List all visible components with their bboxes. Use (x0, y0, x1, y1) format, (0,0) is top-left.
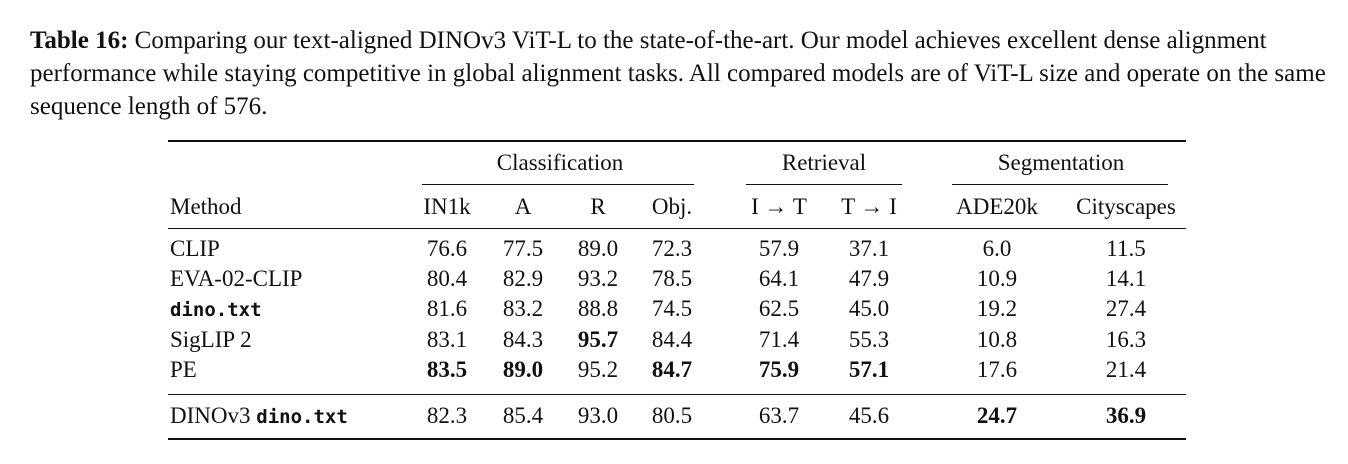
table-cell: 19.2 (976, 296, 1018, 321)
table-cell: 84.4 (651, 327, 693, 352)
table-cell: 37.1 (848, 236, 890, 261)
table-cell: 83.2 (502, 296, 544, 321)
bottom-rule (168, 438, 1186, 440)
table-cell: 24.7 (976, 403, 1018, 428)
table-cell: 80.4 (426, 266, 468, 291)
method-code: dino.txt (256, 406, 348, 428)
caption-text: Comparing our text-aligned DINOv3 ViT-L … (30, 27, 1326, 120)
table-cell: 93.0 (577, 403, 619, 428)
table-cell: 78.5 (651, 266, 693, 291)
method-name: CLIP (170, 236, 220, 261)
caption-label: Table 16: (30, 27, 129, 54)
table-cell: 75.9 (758, 357, 800, 382)
table-cell: 6.0 (982, 236, 1012, 261)
method-name: DINOv3 dino.txt (170, 402, 348, 431)
table-cell: 27.4 (1105, 296, 1147, 321)
table-cell: 55.3 (848, 327, 890, 352)
top-rule (168, 140, 1186, 142)
column-header: A (514, 194, 532, 219)
table-cell: 84.3 (502, 327, 544, 352)
group-retrieval: Retrieval (781, 150, 867, 175)
table-cell: 85.4 (502, 403, 544, 428)
table-cell: 36.9 (1105, 403, 1147, 428)
column-header: T → I (841, 194, 897, 219)
method-code: dino.txt (170, 299, 262, 321)
table-cell: 63.7 (758, 403, 800, 428)
table-cell: 88.8 (577, 296, 619, 321)
table-cell: 82.9 (502, 266, 544, 291)
column-header: Obj. (651, 194, 693, 219)
table-cell: 95.2 (577, 357, 619, 382)
column-header: R (590, 194, 606, 219)
column-header: IN1k (423, 194, 471, 219)
table-cell: 84.7 (651, 357, 693, 382)
table-cell: 83.5 (426, 357, 468, 382)
table-cell: 95.7 (577, 327, 619, 352)
table-cell: 81.6 (426, 296, 468, 321)
table-cell: 77.5 (502, 236, 544, 261)
method-name: dino.txt (170, 295, 262, 324)
table-cell: 10.8 (976, 327, 1018, 352)
column-header: I → T (751, 194, 807, 219)
method-prefix: DINOv3 (170, 403, 257, 428)
table-cell: 17.6 (976, 357, 1018, 382)
table-cell: 45.6 (848, 403, 890, 428)
group-retrieval-underline (746, 184, 902, 185)
header-rule (168, 228, 1186, 229)
table-cell: 57.1 (848, 357, 890, 382)
table-cell: 62.5 (758, 296, 800, 321)
table-cell: 82.3 (426, 403, 468, 428)
table-cell: 80.5 (651, 403, 693, 428)
table-cell: 71.4 (758, 327, 800, 352)
method-header: Method (170, 194, 242, 219)
column-header: ADE20k (956, 194, 1038, 219)
table-cell: 57.9 (758, 236, 800, 261)
table-cell: 45.0 (848, 296, 890, 321)
table-cell: 76.6 (426, 236, 468, 261)
comparison-table: Classification Retrieval Segmentation Me… (168, 140, 1186, 440)
table-cell: 11.5 (1106, 236, 1146, 261)
table-cell: 21.4 (1105, 357, 1147, 382)
table-cell: 10.9 (976, 266, 1018, 291)
table-cell: 83.1 (426, 327, 468, 352)
table-cell: 93.2 (577, 266, 619, 291)
table-cell: 64.1 (758, 266, 800, 291)
table-cell: 89.0 (502, 357, 544, 382)
table-caption: Table 16: Comparing our text-aligned DIN… (30, 24, 1326, 123)
group-classification: Classification (496, 150, 624, 175)
method-name: PE (170, 357, 197, 382)
table-cell: 16.3 (1105, 327, 1147, 352)
table-cell: 72.3 (651, 236, 693, 261)
group-segmentation: Segmentation (997, 150, 1125, 175)
group-segmentation-underline (952, 184, 1168, 185)
table-cell: 74.5 (651, 296, 693, 321)
method-name: SigLIP 2 (170, 327, 252, 352)
table-cell: 47.9 (848, 266, 890, 291)
method-name: EVA-02-CLIP (170, 266, 303, 291)
mid-rule (168, 394, 1186, 395)
group-classification-underline (422, 184, 694, 185)
table-cell: 89.0 (577, 236, 619, 261)
column-header: Cityscapes (1076, 194, 1176, 219)
table-cell: 14.1 (1105, 266, 1147, 291)
